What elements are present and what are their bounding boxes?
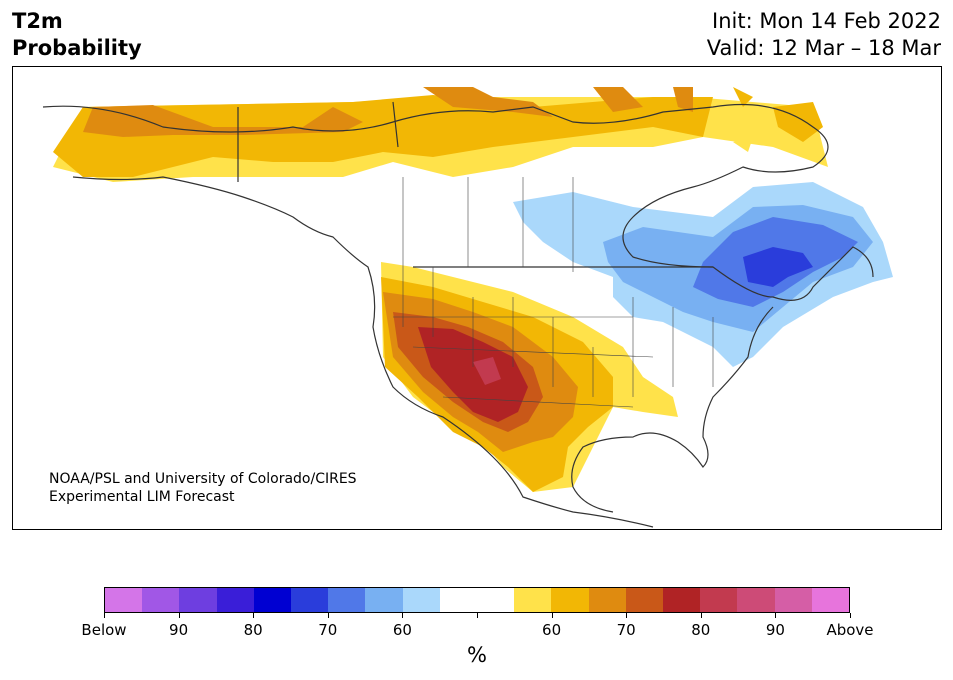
- legend-swatch: [216, 588, 254, 612]
- warm-sw-core: [473, 357, 501, 385]
- color-legend: [104, 587, 850, 613]
- legend-swatch: [514, 588, 552, 612]
- legend-tick-label: 60: [392, 621, 412, 639]
- legend-swatch: [700, 588, 738, 612]
- legend-tick: [327, 613, 329, 618]
- legend-tick: [850, 613, 851, 618]
- legend-tick: [477, 613, 478, 618]
- legend-unit: %: [467, 643, 487, 667]
- legend-tick: [775, 613, 777, 618]
- map-panel: [12, 66, 942, 530]
- legend-swatch: [402, 588, 440, 612]
- legend-swatch: [328, 588, 366, 612]
- map-title: T2m Probability: [12, 8, 142, 62]
- legend-tick: [626, 613, 628, 618]
- legend-swatch: [625, 588, 664, 612]
- legend-swatch: [142, 588, 180, 612]
- legend-tick: [551, 613, 553, 618]
- title-line-2: Probability: [12, 36, 142, 60]
- legend-swatch: [811, 588, 850, 612]
- legend-swatch: [477, 588, 515, 612]
- valid-range: Valid: 12 Mar – 18 Mar: [706, 36, 941, 60]
- legend-swatch: [253, 588, 292, 612]
- legend-tick-label: Below: [81, 621, 127, 639]
- legend-tick: [700, 613, 702, 618]
- warm-north-dark-4: [673, 87, 693, 112]
- legend-tick-label: 80: [691, 621, 711, 639]
- warm-north-dark-3: [593, 87, 643, 112]
- legend-tick-label: 90: [169, 621, 189, 639]
- legend-swatch: [663, 588, 701, 612]
- legend-swatch: [774, 588, 812, 612]
- legend-tick: [402, 613, 404, 618]
- coastlines: [42, 101, 874, 528]
- legend-swatch: [439, 588, 478, 612]
- state-borders: [393, 177, 714, 408]
- legend-tick: [253, 613, 255, 618]
- legend-tick: [104, 613, 105, 618]
- legend-tick-label: 60: [542, 621, 562, 639]
- credit-line-2: Experimental LIM Forecast: [49, 489, 235, 505]
- legend-tick-label: 90: [765, 621, 785, 639]
- warm-north-dark-2: [423, 87, 553, 117]
- legend-tick-label: 70: [318, 621, 338, 639]
- legend-swatch: [291, 588, 329, 612]
- init-date: Init: Mon 14 Feb 2022: [712, 9, 941, 33]
- warm-ne-3: [733, 137, 753, 152]
- warm-ne-light: [733, 87, 753, 107]
- legend-swatch: [551, 588, 589, 612]
- legend-tick-label: 70: [616, 621, 636, 639]
- probability-map: [42, 87, 893, 528]
- legend-tick-label: Above: [826, 621, 874, 639]
- legend-tick: [178, 613, 180, 618]
- legend-swatch: [179, 588, 217, 612]
- legend-swatch: [588, 588, 626, 612]
- forecast-dates: Init: Mon 14 Feb 2022 Valid: 12 Mar – 18…: [707, 8, 941, 62]
- title-line-1: T2m: [12, 9, 63, 33]
- legend-swatch: [737, 588, 775, 612]
- cold-dark: [743, 247, 813, 287]
- legend-tick-label: 80: [243, 621, 263, 639]
- credit-text: NOAA/PSL and University of Colorado/CIRE…: [49, 470, 357, 506]
- legend-swatch: [365, 588, 403, 612]
- warm-north-dark: [83, 105, 363, 137]
- legend-swatch: [105, 588, 143, 612]
- credit-line-1: NOAA/PSL and University of Colorado/CIRE…: [49, 471, 357, 487]
